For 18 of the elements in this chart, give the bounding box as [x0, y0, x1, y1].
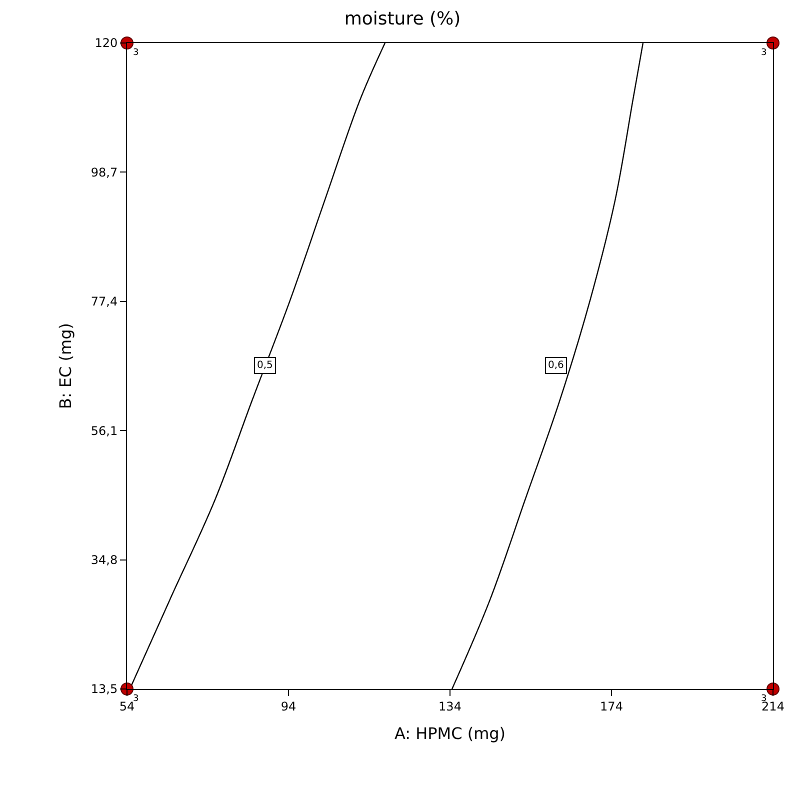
x-tick-label: 134 — [438, 699, 462, 714]
y-axis-title: B: EC (mg) — [56, 322, 75, 410]
annotation: 3 — [133, 48, 139, 58]
annotation: 3 — [761, 48, 767, 58]
y-tick-label: 13,5 — [90, 682, 118, 696]
chart-title: moisture (%) — [344, 8, 461, 30]
y-tick-label: 56,1 — [90, 424, 118, 438]
y-tick-label: 98,7 — [90, 165, 118, 180]
x-tick-label: 94 — [280, 699, 296, 714]
y-tick-label: 77,4 — [90, 294, 118, 309]
x-tick-label: 174 — [600, 699, 623, 714]
y-tick-label: 120 — [94, 36, 118, 50]
annotation: 3 — [133, 694, 139, 704]
x-tick-label: 54 — [119, 699, 135, 714]
annotation: 0,6 — [548, 360, 564, 371]
y-tick-label: 34,8 — [90, 553, 118, 567]
x-axis-title: A: HPMC (mg) — [394, 724, 506, 744]
annotation: 0,5 — [257, 360, 273, 371]
